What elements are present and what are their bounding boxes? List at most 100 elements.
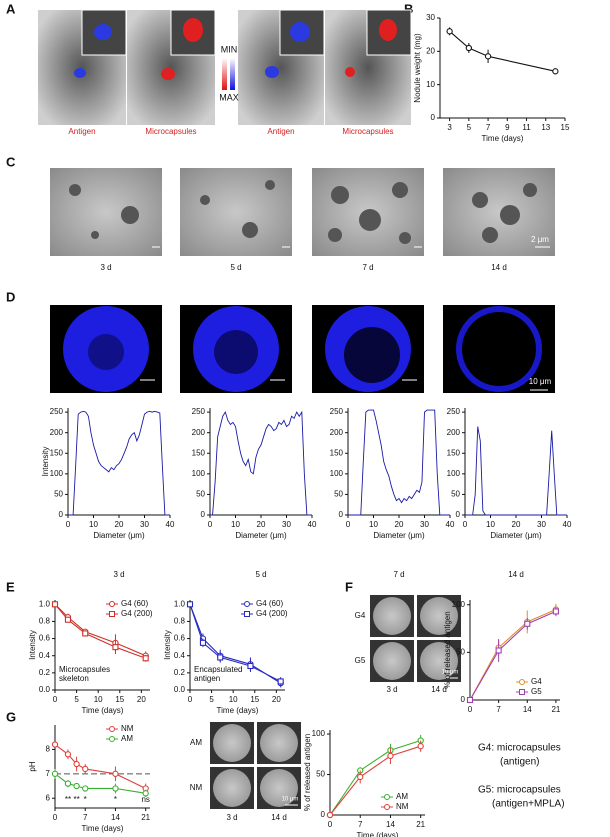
legend-label: NM [121,724,134,733]
marker [217,654,224,661]
y-tick-label: 0.4 [174,651,186,660]
x-tick-label: 14 [111,813,120,822]
y-tick-label: 50 [196,490,205,499]
y-tick-label: 200 [192,428,206,437]
marker [82,630,89,637]
col-label: 14 d [271,813,287,822]
y-tick-label: 0.2 [39,668,51,677]
marker [112,770,119,777]
y-tick-label: 250 [330,407,344,416]
y-tick-label: 0.4 [39,651,51,660]
x-tick-label: 30 [537,520,546,529]
x-tick-label: 20 [115,520,124,529]
x-tick-label: 9 [505,123,510,132]
marker [417,743,424,750]
y-tick-label: 1.0 [174,599,186,608]
x-axis-label: Time (days) [482,134,524,143]
y-tick-label: 250 [447,407,461,416]
x-tick-label: 15 [115,695,124,704]
marker [112,644,119,651]
x-axis-label: Diameter (μm) [373,531,425,540]
x-axis-label: Diameter (μm) [490,531,542,540]
x-axis-label: Time (days) [357,831,399,837]
legend-swatch [384,794,390,800]
marker [484,53,492,60]
y-tick-label: 100 [447,469,461,478]
x-axis-label: Time (days) [82,706,124,715]
x-tick-label: 13 [541,123,550,132]
x-tick-label: 0 [188,695,193,704]
image-label: 14 d [491,263,507,272]
image-label: Microcapsules [145,127,196,136]
sem-images-g [210,722,301,809]
marker [51,741,59,748]
x-tick-label: 3 [447,123,452,132]
y-axis-label: % of released antigen [303,734,312,811]
legend-label: NM [396,802,409,811]
x-tick-label: 7 [83,813,88,822]
y-axis-label: Intensity [28,630,37,660]
x-axis-label: Diameter (μm) [93,531,145,540]
y-tick-label: 0 [339,510,344,519]
marker [446,28,453,35]
y-tick-label: 250 [192,407,206,416]
scale-bar-label: 10 μm [442,670,459,676]
marker [552,608,559,615]
image-label: Antigen [68,127,95,136]
y-tick-label: 50 [54,490,63,499]
marker [552,68,559,75]
y-tick-label: 250 [50,407,64,416]
row-label: G5 [355,656,366,665]
note: G4: microcapsules [478,743,561,754]
y-tick-label: 0.6 [174,634,186,643]
x-tick-label: 10 [94,695,103,704]
panel-letter: C [6,154,16,169]
y-tick-label: 0 [456,510,461,519]
x-tick-label: 20 [137,695,146,704]
x-tick-label: 11 [522,123,531,132]
x-tick-label: 21 [141,813,150,822]
y-tick-label: 100 [452,600,466,609]
y-tick-label: 0 [321,810,326,819]
col-label: 14 d [431,685,447,694]
image-label: 7 d [362,263,373,272]
col-label: 3 d [386,685,397,694]
legend-swatch [519,689,525,695]
mouse-images [38,9,412,125]
y-tick-label: 50 [451,490,460,499]
y-tick-label: 50 [456,647,465,656]
x-tick-label: 30 [420,520,429,529]
marker [357,773,364,781]
annotation: Microcapsules [59,665,110,674]
legend-swatch [109,611,115,617]
scale-bar-label: 10 μm [282,797,299,803]
marker [82,785,89,792]
line [469,610,557,701]
legend-swatch [384,804,390,810]
significance: * [84,795,87,804]
y-tick-label: 0 [201,510,206,519]
y-tick-label: 0 [461,695,466,704]
y-tick-label: 0.2 [174,668,186,677]
legend-swatch [244,611,250,617]
panel-letter: A [6,1,16,16]
annotation: antigen [194,674,220,683]
y-tick-label: 200 [330,428,344,437]
fluorescence-images [50,305,555,393]
marker [64,751,72,758]
x-tick-label: 0 [53,813,58,822]
scale-bar-label: 10 μm [529,377,552,386]
line [469,609,557,701]
x-tick-label: 15 [561,123,570,132]
y-tick-label: 100 [312,729,326,738]
y-tick-label: 0.8 [39,617,51,626]
x-tick-label: 0 [468,705,473,714]
x-tick-label: 30 [140,520,149,529]
marker [73,760,80,768]
colorbar-label: MAX [219,92,239,102]
image-label: 3 d [100,263,111,272]
x-tick-label: 0 [463,520,468,529]
annotation: Encapsulated [194,665,242,674]
legend-swatch [244,601,250,607]
x-tick-label: 10 [89,520,98,529]
